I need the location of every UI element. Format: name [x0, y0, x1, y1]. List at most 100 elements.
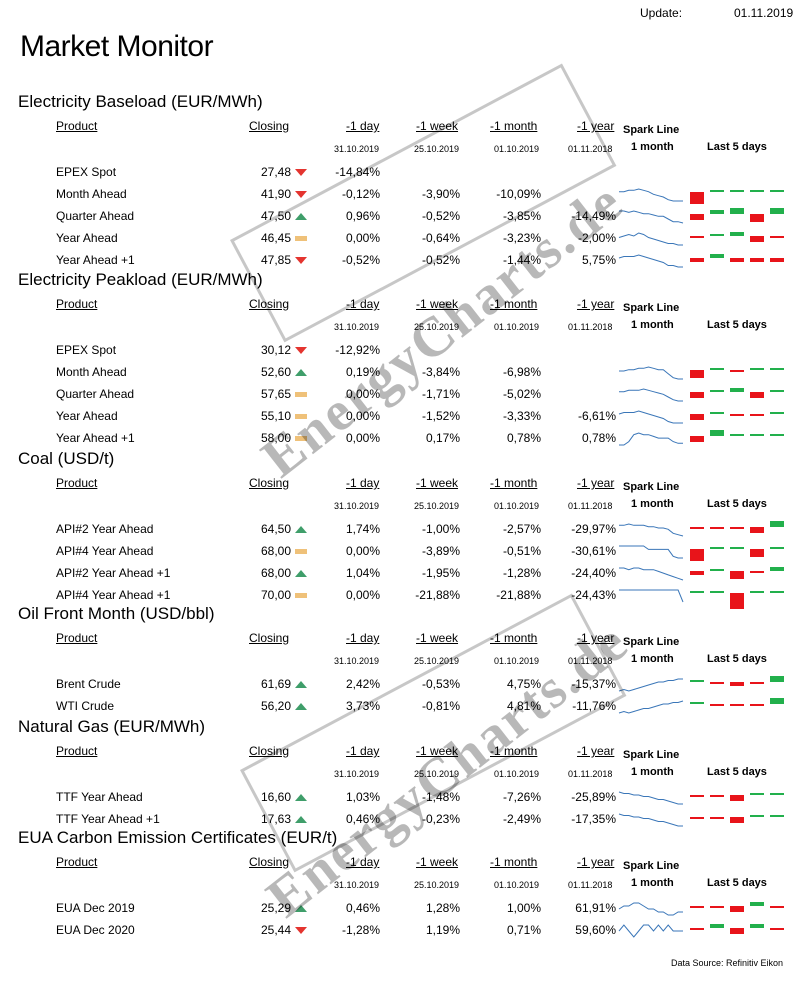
date-week: 25.10.2019 [414, 322, 460, 332]
last-5-days-bars [690, 920, 788, 940]
date-week: 25.10.2019 [414, 501, 460, 511]
header-last5: Last 5 days [707, 653, 767, 665]
closing-value: 70,00 [260, 588, 291, 602]
header-product: Product [56, 297, 98, 311]
spark-line-chart [618, 813, 683, 827]
last-5-days-bars [690, 384, 788, 404]
bar-positive [750, 902, 764, 906]
date-day: 31.10.2019 [334, 144, 380, 154]
header-month: -1 month [490, 119, 538, 133]
last-5-days-bars [690, 541, 788, 561]
change-1-year: 5,75% [581, 253, 616, 267]
closing-value: 25,29 [260, 901, 291, 915]
change-1-day: 1,03% [345, 790, 380, 804]
closing-value: 52,60 [260, 365, 291, 379]
change-1-week: -1,52% [421, 409, 460, 423]
bar-negative [690, 214, 704, 220]
bar-positive [710, 547, 724, 549]
header-month: -1 month [490, 855, 538, 869]
bar-positive [710, 569, 724, 571]
header-year: -1 year [577, 476, 615, 490]
change-1-day: 0,46% [345, 901, 380, 915]
spark-line-chart [618, 902, 683, 916]
header-spark-period: 1 month [631, 653, 674, 665]
trend-up-icon [295, 213, 307, 220]
bar-positive [750, 434, 764, 436]
change-1-day: 1,04% [345, 566, 380, 580]
bar-positive [770, 793, 784, 795]
bar-positive [750, 591, 764, 593]
spark-line [619, 366, 683, 380]
trend-flat-icon [295, 414, 307, 419]
date-month: 01.10.2019 [494, 656, 540, 666]
trend-up-icon [295, 816, 307, 823]
bar-positive [770, 567, 784, 571]
change-1-year: -11,76% [572, 699, 616, 713]
change-1-month: -3,23% [502, 231, 541, 245]
change-1-month: -6,98% [502, 365, 541, 379]
bar-positive [770, 190, 784, 192]
spark-line-chart [619, 188, 683, 202]
last-5-days-bars [690, 809, 788, 829]
bar-negative [750, 571, 764, 573]
change-1-month: -1,28% [502, 566, 541, 580]
spark-line [618, 902, 683, 916]
closing-value: 55,10 [260, 409, 291, 423]
last-5-days-bars [690, 674, 788, 694]
spark-line-chart [618, 410, 683, 424]
change-1-month: 1,00% [506, 901, 541, 915]
header-month: -1 month [490, 476, 538, 490]
closing-value: 17,63 [260, 812, 291, 826]
bar-negative [690, 906, 704, 908]
closing-value: 56,20 [260, 699, 291, 713]
change-1-day: 0,19% [345, 365, 380, 379]
date-year: 01.11.2018 [568, 501, 613, 511]
closing-value: 27,48 [260, 165, 291, 179]
change-1-day: 0,00% [345, 544, 380, 558]
bar-negative [690, 527, 704, 529]
change-1-month: 4,75% [506, 677, 541, 691]
closing-value: 57,65 [260, 387, 291, 401]
bar-positive [750, 793, 764, 795]
date-day: 31.10.2019 [334, 656, 380, 666]
change-1-week: -0,81% [421, 699, 460, 713]
change-1-week: -3,89% [421, 544, 460, 558]
header-product: Product [56, 631, 98, 645]
closing-value: 58,00 [260, 431, 291, 445]
change-1-month: 0,71% [506, 923, 541, 937]
header-last5: Last 5 days [707, 498, 767, 510]
date-day: 31.10.2019 [334, 322, 380, 332]
header-day: -1 day [346, 744, 380, 758]
spark-line [618, 410, 683, 424]
change-1-day: 0,46% [345, 812, 380, 826]
bar-negative [750, 527, 764, 533]
bar-negative [690, 392, 704, 398]
change-1-year: 59,60% [575, 923, 616, 937]
bar-negative [690, 258, 704, 262]
change-1-day: -0,12% [341, 187, 380, 201]
trend-down-icon [295, 257, 307, 264]
header-spark-line: Spark Line [623, 302, 680, 314]
last-5-days-bars [690, 362, 788, 382]
spark-line [619, 589, 684, 603]
change-1-year: -2,00% [577, 231, 616, 245]
change-1-month: -2,49% [502, 812, 541, 826]
spark-line-chart [618, 700, 684, 714]
header-closing: Closing [249, 476, 290, 490]
header-spark-period: 1 month [631, 319, 674, 331]
update-date: 01.11.2019 [734, 6, 794, 20]
header-last5: Last 5 days [707, 141, 767, 153]
bar-positive [690, 591, 704, 593]
bar-positive [770, 390, 784, 392]
bar-positive [710, 190, 724, 192]
header-month: -1 month [490, 744, 538, 758]
change-1-year: 61,91% [575, 901, 616, 915]
date-month: 01.10.2019 [494, 501, 540, 511]
header-month: -1 month [490, 631, 538, 645]
bar-positive [710, 412, 724, 414]
change-1-day: 0,00% [345, 231, 380, 245]
bar-negative [690, 236, 704, 238]
section-title: Coal (USD/t) [18, 449, 115, 468]
bar-positive [750, 368, 764, 370]
change-1-day: 0,00% [345, 387, 380, 401]
